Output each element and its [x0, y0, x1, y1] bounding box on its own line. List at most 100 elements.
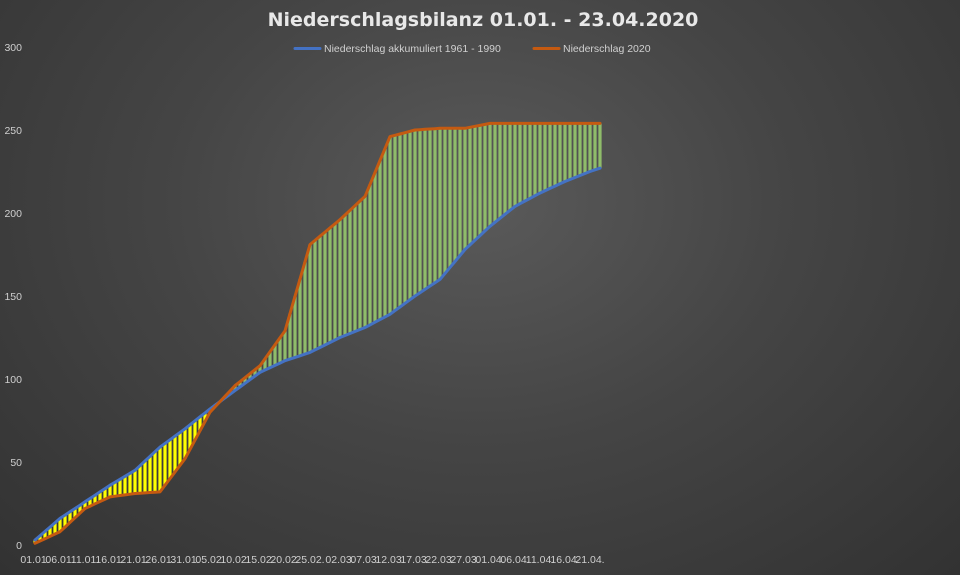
- difference-bar: [538, 123, 542, 194]
- difference-bar: [278, 337, 282, 364]
- difference-bar: [93, 495, 97, 504]
- x-tick-label: 25.02.: [295, 554, 324, 566]
- difference-bar: [318, 236, 322, 348]
- series-line-2020: [33, 121, 602, 545]
- difference-bar: [573, 123, 577, 178]
- difference-bar: [588, 123, 592, 172]
- x-tick-label: 06.04.: [500, 554, 529, 566]
- y-tick-label: 0: [16, 540, 22, 552]
- difference-bar: [248, 373, 252, 380]
- legend-label-normal: Niederschlag akkumuliert 1961 - 1990: [324, 43, 501, 55]
- x-tick-label: 07.03.: [350, 554, 379, 566]
- difference-bar: [453, 128, 457, 262]
- difference-bar: [303, 261, 307, 355]
- difference-bar: [443, 128, 447, 274]
- difference-bar: [558, 123, 562, 184]
- difference-bar: [368, 184, 372, 325]
- difference-bar: [403, 132, 407, 304]
- difference-bar: [448, 128, 452, 268]
- difference-bar: [563, 123, 567, 182]
- x-tick-label: 15.02.: [245, 554, 274, 566]
- x-tick-label: 16.01.: [95, 554, 124, 566]
- difference-bar: [308, 244, 312, 353]
- x-tick-label: 05.02.: [195, 554, 224, 566]
- difference-bar: [148, 456, 152, 493]
- difference-bar: [498, 123, 502, 219]
- difference-bar: [268, 351, 272, 368]
- difference-bar: [143, 461, 147, 493]
- difference-bar: [433, 128, 437, 283]
- difference-bar: [528, 123, 532, 199]
- difference-bar: [153, 451, 157, 493]
- difference-bar: [128, 473, 132, 495]
- difference-bar: [298, 279, 302, 356]
- difference-bar: [263, 358, 267, 371]
- x-tick-label: 20.02.: [270, 554, 299, 566]
- difference-bar: [273, 344, 277, 366]
- difference-bar: [383, 148, 387, 317]
- difference-bar: [118, 479, 122, 496]
- difference-bar: [98, 491, 102, 502]
- difference-bar: [543, 123, 547, 191]
- difference-bar: [173, 436, 177, 472]
- y-tick-label: 150: [4, 291, 22, 303]
- legend: Niederschlag akkumuliert 1961 - 1990 Nie…: [293, 43, 651, 55]
- difference-bar: [313, 240, 317, 350]
- difference-bar: [388, 136, 392, 315]
- difference-bar: [333, 223, 337, 340]
- y-tick-label: 50: [10, 457, 22, 469]
- chart-title: Niederschlagsbilanz 01.01. - 23.04.2020: [268, 9, 699, 31]
- difference-bar: [393, 135, 397, 311]
- difference-bar: [493, 123, 497, 223]
- difference-bar: [203, 412, 207, 422]
- difference-bar: [518, 123, 522, 204]
- difference-fill: [33, 123, 602, 544]
- difference-bar: [468, 127, 472, 245]
- difference-bar: [198, 416, 202, 431]
- x-tick-label: 02.03.: [325, 554, 354, 566]
- x-tick-label: 01.04.: [475, 554, 504, 566]
- difference-bar: [438, 128, 442, 280]
- difference-bar: [68, 511, 72, 523]
- x-tick-label: 06.01.: [45, 554, 74, 566]
- difference-bar: [83, 501, 87, 509]
- y-tick-label: 200: [4, 208, 22, 220]
- difference-bar: [428, 129, 432, 287]
- difference-bar: [508, 123, 512, 211]
- difference-bar: [163, 443, 167, 486]
- series-lines: [33, 121, 602, 545]
- x-axis: 01.01.06.01.11.01.16.01.21.01.26.01.31.0…: [20, 554, 604, 566]
- x-tick-label: 22.03.: [425, 554, 454, 566]
- y-axis: 0 50 100 150 200 250 300: [4, 42, 22, 552]
- difference-bar: [233, 385, 237, 391]
- difference-bar: [88, 498, 92, 507]
- difference-bar: [568, 123, 572, 180]
- difference-bar: [373, 172, 377, 323]
- y-tick-label: 250: [4, 125, 22, 137]
- difference-bar: [418, 129, 422, 293]
- difference-bar: [123, 476, 127, 495]
- x-tick-label: 17.03.: [400, 554, 429, 566]
- difference-bar: [553, 123, 557, 187]
- x-tick-label: 11.04.: [526, 554, 554, 566]
- difference-bar: [338, 219, 342, 338]
- difference-bar: [348, 210, 352, 334]
- x-tick-label: 10.02.: [220, 554, 249, 566]
- difference-bar: [598, 123, 602, 169]
- difference-bar: [533, 123, 537, 196]
- difference-bar: [358, 201, 362, 330]
- difference-bar: [398, 133, 402, 307]
- difference-bar: [353, 205, 357, 332]
- difference-bar: [103, 488, 107, 500]
- difference-bar: [63, 515, 67, 528]
- x-tick-label: 11.01.: [71, 554, 99, 566]
- difference-bar: [48, 527, 52, 537]
- x-tick-label: 12.03.: [375, 554, 404, 566]
- difference-bar: [593, 123, 597, 170]
- difference-bar: [413, 130, 417, 296]
- difference-bar: [58, 518, 62, 532]
- difference-bar: [108, 485, 112, 497]
- difference-bar: [328, 227, 332, 343]
- difference-bar: [458, 128, 462, 256]
